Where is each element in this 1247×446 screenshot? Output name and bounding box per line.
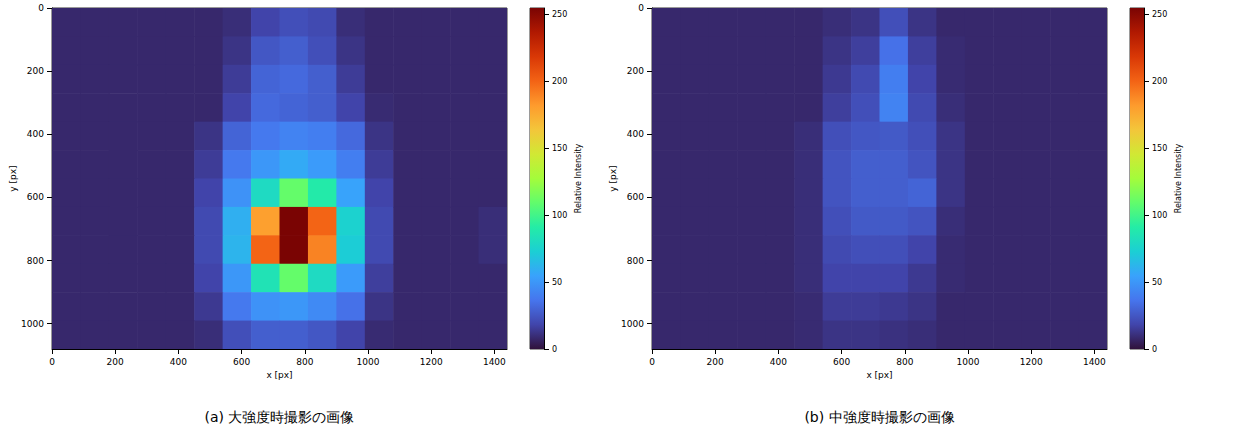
svg-text:250: 250	[1152, 10, 1167, 19]
svg-text:1200: 1200	[1020, 357, 1043, 367]
svg-text:400: 400	[170, 357, 187, 367]
svg-text:0: 0	[552, 345, 557, 354]
svg-text:250: 250	[552, 10, 567, 19]
svg-text:200: 200	[27, 66, 44, 76]
svg-text:1000: 1000	[357, 357, 380, 367]
svg-text:600: 600	[27, 192, 44, 202]
svg-text:200: 200	[627, 66, 644, 76]
svg-text:200: 200	[107, 357, 124, 367]
svg-text:1400: 1400	[483, 357, 506, 367]
svg-text:0: 0	[1152, 345, 1157, 354]
svg-text:1000: 1000	[621, 319, 644, 329]
svg-text:800: 800	[27, 256, 44, 266]
svg-text:100: 100	[552, 211, 567, 220]
svg-text:1200: 1200	[420, 357, 443, 367]
svg-text:150: 150	[1152, 144, 1167, 153]
svg-text:1000: 1000	[21, 319, 44, 329]
svg-text:Relative Intensity: Relative Intensity	[1174, 143, 1183, 213]
svg-text:0: 0	[38, 3, 44, 13]
svg-text:y [px]: y [px]	[8, 165, 18, 191]
svg-text:200: 200	[1152, 77, 1167, 86]
svg-text:Relative Intensity: Relative Intensity	[574, 143, 583, 213]
svg-text:100: 100	[1152, 211, 1167, 220]
svg-text:400: 400	[627, 129, 644, 139]
svg-text:400: 400	[27, 129, 44, 139]
svg-text:600: 600	[833, 357, 850, 367]
svg-text:0: 0	[49, 357, 55, 367]
svg-text:50: 50	[1152, 278, 1162, 287]
svg-text:800: 800	[296, 357, 313, 367]
svg-text:x [px]: x [px]	[266, 370, 292, 380]
svg-text:200: 200	[707, 357, 724, 367]
svg-text:800: 800	[896, 357, 913, 367]
svg-text:0: 0	[638, 3, 644, 13]
svg-text:600: 600	[627, 192, 644, 202]
svg-text:200: 200	[552, 77, 567, 86]
svg-text:1000: 1000	[957, 357, 980, 367]
svg-text:50: 50	[552, 278, 562, 287]
svg-text:150: 150	[552, 144, 567, 153]
svg-text:y [px]: y [px]	[608, 165, 618, 191]
svg-text:800: 800	[627, 256, 644, 266]
svg-text:1400: 1400	[1083, 357, 1106, 367]
svg-text:(a) 大強度時撮影の画像: (a) 大強度時撮影の画像	[205, 409, 355, 425]
svg-text:0: 0	[649, 357, 655, 367]
svg-text:600: 600	[233, 357, 250, 367]
svg-text:400: 400	[770, 357, 787, 367]
svg-text:x [px]: x [px]	[866, 370, 892, 380]
svg-text:(b) 中強度時撮影の画像: (b) 中強度時撮影の画像	[804, 409, 954, 425]
